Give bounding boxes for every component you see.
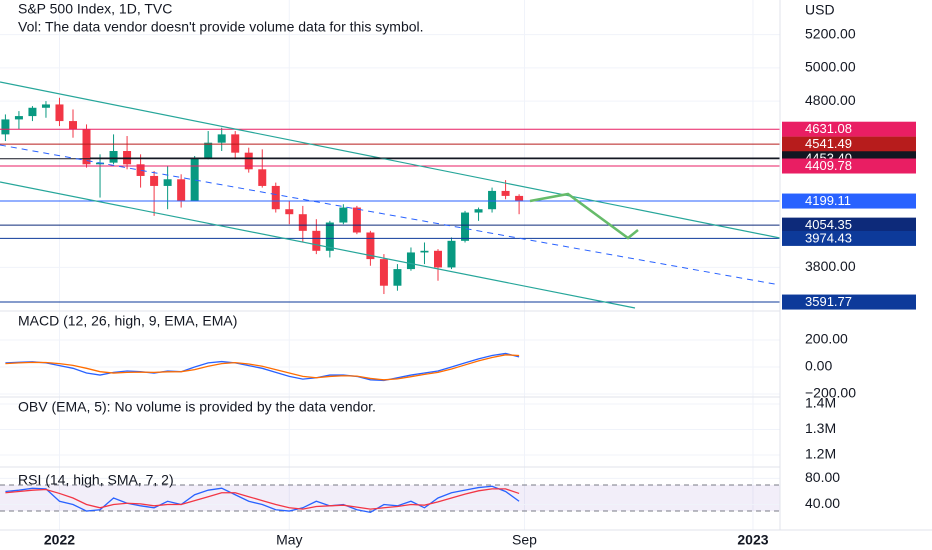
- candle-body: [312, 230, 321, 251]
- candle-body: [461, 212, 470, 241]
- y-tick-label: 200.00: [805, 331, 848, 347]
- series-line: [5, 485, 520, 514]
- candle-body: [1, 119, 10, 135]
- candle-body: [285, 209, 294, 215]
- candle-body: [244, 152, 253, 170]
- candle-body: [379, 259, 388, 286]
- y-tick-label: 4800.00: [805, 92, 856, 108]
- y-tick-label: 1.3M: [805, 420, 836, 436]
- candle-body: [204, 142, 213, 158]
- channel-mid: [0, 144, 780, 286]
- projection-arrow: [529, 192, 639, 240]
- pane-title: MACD (12, 26, high, 9, EMA, EMA): [18, 313, 237, 329]
- level-label: 4054.35: [805, 217, 852, 232]
- series-line: [5, 352, 520, 382]
- candle-body: [501, 190, 510, 196]
- candle-body: [258, 169, 267, 186]
- drawings: [0, 81, 780, 309]
- candle-body: [406, 252, 415, 270]
- level-label: 4199.11: [805, 193, 851, 208]
- candle-body: [68, 121, 77, 130]
- x-tick-label: 2022: [44, 532, 75, 548]
- level-tag: [782, 136, 916, 152]
- pane-title: OBV (EMA, 5): No volume is provided by t…: [18, 399, 376, 415]
- level-label: 4541.49: [805, 136, 852, 151]
- level-label: 4409.78: [805, 158, 852, 173]
- candle-body: [447, 240, 456, 268]
- candle-body: [271, 185, 280, 210]
- panes: [0, 0, 932, 530]
- level-label: 3591.77: [805, 294, 852, 309]
- candle-body: [217, 134, 226, 143]
- level-tag: [782, 230, 916, 246]
- x-tick-label: May: [276, 532, 302, 548]
- currency: USD: [805, 2, 835, 18]
- level-tag: [782, 158, 916, 174]
- candle-body: [231, 134, 240, 153]
- pane-title: RSI (14, high, SMA, 7, 2): [18, 472, 174, 488]
- candle-body: [163, 179, 172, 186]
- candle-body: [136, 164, 145, 176]
- y-tick-label: 0.00: [805, 358, 832, 374]
- candle-body: [515, 195, 524, 202]
- candle-body: [325, 222, 334, 251]
- y-tick-label: 80.00: [805, 469, 840, 485]
- level-tag: [782, 193, 916, 209]
- price-axis: [780, 0, 932, 550]
- candle-body: [339, 207, 348, 223]
- candle-body: [109, 151, 118, 163]
- candle-body: [352, 207, 361, 233]
- level-label: 4631.08: [805, 121, 852, 136]
- y-tick-label: 5000.00: [805, 59, 856, 75]
- candle-body: [55, 104, 64, 122]
- level-tag: [782, 121, 916, 137]
- candle-body: [433, 250, 442, 268]
- x-tick-label: 2023: [737, 532, 768, 548]
- candle-body: [82, 129, 91, 165]
- candle-body: [41, 104, 50, 108]
- channel-top: [0, 81, 780, 239]
- level-tag: [782, 217, 916, 233]
- y-tick-label: 40.00: [805, 495, 840, 511]
- y-tick-label: 3800.00: [805, 258, 856, 274]
- candle-body: [474, 209, 483, 213]
- channel-bottom: [0, 181, 636, 309]
- x-tick-label: Sep: [512, 532, 537, 548]
- candle-body: [420, 250, 429, 253]
- candle-body: [150, 175, 159, 186]
- series-line: [5, 488, 520, 510]
- y-tick-label: 1.2M: [805, 446, 836, 462]
- y-tick-label: −200.00: [805, 385, 856, 401]
- candle-body: [298, 214, 307, 231]
- candle-body: [393, 269, 402, 286]
- chart-subtitle: Vol: The data vendor doesn't provide vol…: [18, 19, 424, 35]
- series-line: [5, 354, 520, 381]
- candle-body: [366, 232, 375, 260]
- axes: 2022 May Sep 2023 3800.00 4800.00 5000.00 5200.…: [18, 25, 916, 548]
- candle-body: [190, 157, 199, 201]
- level-tag: [782, 294, 916, 310]
- candle-body: [488, 190, 497, 210]
- candle-body: [28, 107, 37, 117]
- candle-body: [177, 179, 186, 201]
- candle-body: [14, 116, 23, 120]
- y-tick-label: 5200.00: [805, 25, 856, 41]
- level-label: 3974.43: [805, 230, 852, 245]
- y-tick-label: 1.4M: [805, 395, 836, 411]
- candle-body: [96, 162, 105, 165]
- chart-title: S&P 500 Index, 1D, TVC: [18, 1, 172, 17]
